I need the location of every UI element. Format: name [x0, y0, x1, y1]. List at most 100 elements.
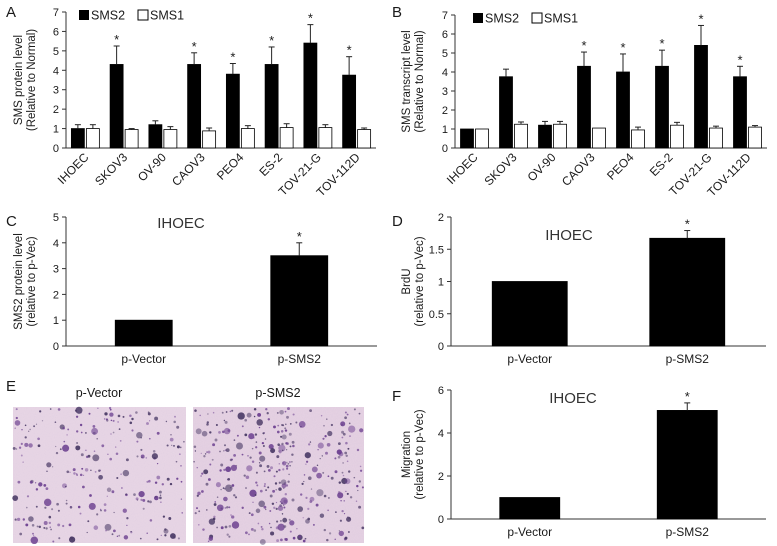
- chart-b-category-label: IHOEC: [444, 150, 481, 187]
- panel-letter-a: A: [6, 4, 16, 21]
- chart-a-y-axis-label-line: SMS protein level: [13, 35, 25, 125]
- chart-d-y-tick-label: 0.5: [429, 309, 444, 321]
- chart-a-y-tick-label: 4: [53, 65, 59, 77]
- chart-c-significance-mark: *: [297, 229, 302, 244]
- chart-a-category-label: PEO4: [214, 150, 247, 183]
- panel-letter-d: D: [392, 213, 403, 230]
- chart-b-y-tick-label: 6: [442, 29, 448, 41]
- chart-a-bar-sms1: [85, 128, 100, 149]
- legend-a-label-sms1: SMS1: [150, 9, 184, 23]
- chart-d-brdu: 0 0.5 1 1.5 2 BrdU(relative to p-Vec) IHOEC p-V…: [401, 212, 766, 366]
- chart-a-bar-sms2: [225, 73, 240, 149]
- chart-a-category-label: OV-90: [135, 150, 169, 184]
- chart-a-protein-levels: 0 1 2 3 4 5 6 7 SMS protein level(Relative to No…: [13, 7, 376, 199]
- chart-c-y-tick-label: 5: [53, 212, 59, 224]
- chart-a-y-tick-label: 2: [53, 104, 59, 116]
- chart-f-significance-mark: *: [685, 389, 690, 404]
- chart-a-bar-sms1: [357, 129, 372, 149]
- chart-a-bar-sms1: [318, 127, 333, 149]
- chart-b-bar-sms2: [694, 45, 708, 149]
- chart-a-category-label: SKOV3: [92, 150, 130, 188]
- panel-letter-f: F: [392, 388, 401, 405]
- chart-a-significance-mark: *: [308, 11, 313, 26]
- chart-b-y-tick-label: 1: [442, 124, 448, 136]
- chart-c-y-tick-label: 4: [53, 238, 59, 250]
- chart-a-significance-mark: *: [230, 49, 235, 64]
- panel-letter-c: C: [6, 213, 17, 230]
- chart-c-y-axis-label: SMS2 protein level(relative to p-Vec): [13, 233, 38, 330]
- chart-b-y-axis-label-line: (Relative to Normal): [414, 30, 426, 132]
- chart-c-bar: [114, 319, 173, 347]
- chart-a-y-tick-label: 1: [53, 124, 59, 136]
- chart-b-y-axis-label: SMS transcript level(Relative to Normal): [401, 30, 426, 132]
- chart-b-bar-sms1: [748, 126, 762, 149]
- legend-a-swatch-sms2: [79, 10, 89, 20]
- chart-d-title: IHOEC: [545, 227, 593, 244]
- panel-letter-e: E: [6, 378, 16, 395]
- chart-b-significance-mark: *: [659, 36, 664, 51]
- micrograph-p-sms2: p-SMS2: [193, 386, 365, 545]
- chart-c-y-axis-label-line: SMS2 protein level: [13, 233, 25, 330]
- chart-a-bar-sms2: [70, 128, 85, 149]
- chart-d-y-tick-label: 0: [438, 341, 444, 353]
- chart-f-title: IHOEC: [549, 390, 597, 407]
- chart-b-bar-sms2: [616, 71, 630, 149]
- chart-c-y-tick-label: 1: [53, 315, 59, 327]
- chart-b-bar-sms1: [553, 123, 567, 149]
- chart-d-bar: [491, 281, 568, 347]
- micrograph-label-p-sms2: p-SMS2: [255, 386, 300, 400]
- micrograph-p-vector: p-Vector: [12, 386, 186, 545]
- chart-b-bar-sms2: [655, 65, 669, 149]
- chart-a-bar-sms2: [187, 64, 202, 149]
- chart-b-category-label: ES-2: [647, 150, 676, 179]
- chart-d-y-tick-label: 2: [438, 212, 444, 224]
- chart-b-y-tick-label: 3: [442, 86, 448, 98]
- chart-c-bar: [270, 255, 329, 347]
- chart-d-category-label: p-Vector: [507, 352, 552, 366]
- chart-f-y-tick-label: 6: [438, 385, 444, 397]
- chart-a-significance-mark: *: [114, 32, 119, 47]
- legend-b-swatch-sms1: [531, 12, 543, 24]
- chart-a-bar-sms1: [163, 129, 178, 149]
- legend-a-label-sms2: SMS2: [91, 9, 125, 23]
- micrograph-cells-p-sms2: [193, 407, 365, 545]
- chart-b-category-label: SKOV3: [481, 150, 519, 188]
- chart-b-bar-sms2: [577, 65, 591, 149]
- chart-b-y-tick-label: 2: [442, 105, 448, 117]
- chart-d-y-tick-label: 1.5: [429, 244, 444, 256]
- chart-f-y-axis-label-line: (relative to p-Vec): [414, 409, 426, 499]
- chart-d-significance-mark: *: [685, 217, 690, 232]
- chart-d-bar: [649, 237, 726, 347]
- micrograph-label-p-vector: p-Vector: [76, 386, 123, 400]
- chart-b-bar-sms1: [514, 123, 528, 149]
- chart-f-y-axis-label: Migration(relative to p-Vec): [401, 409, 426, 499]
- chart-b-significance-mark: *: [698, 11, 703, 26]
- chart-c-category-label: p-SMS2: [278, 352, 322, 366]
- chart-a-bar-sms2: [264, 64, 279, 149]
- chart-d-y-tick-label: 1: [438, 277, 444, 289]
- chart-f-y-tick-label: 2: [438, 471, 444, 483]
- chart-a-y-tick-label: 3: [53, 85, 59, 97]
- chart-a-bar-sms1: [240, 128, 255, 149]
- chart-b-bar-sms1: [475, 128, 489, 149]
- chart-b-category-label: CAOV3: [559, 150, 598, 189]
- chart-b-significance-mark: *: [581, 38, 586, 53]
- chart-a-y-tick-label: 7: [53, 7, 59, 19]
- chart-f-migration: 0 2 4 6 Migration(relative to p-Vec) IHOEC p-V…: [401, 385, 766, 539]
- chart-f-y-tick-label: 4: [438, 428, 444, 440]
- chart-b-significance-mark: *: [620, 40, 625, 55]
- chart-a-significance-mark: *: [269, 33, 274, 48]
- chart-a-bar-sms1: [279, 127, 294, 149]
- legend-b-label-sms1: SMS1: [544, 12, 578, 26]
- chart-b-bar-sms2: [460, 128, 474, 149]
- chart-c-sms2-protein: 0 1 2 3 4 5 SMS2 protein level(relative to p-V…: [13, 212, 377, 366]
- chart-c-title: IHOEC: [157, 215, 205, 232]
- chart-b-y-tick-label: 5: [442, 48, 448, 60]
- chart-a-y-tick-label: 5: [53, 46, 59, 58]
- chart-c-y-axis-label-line: (relative to p-Vec): [26, 236, 38, 326]
- legend-b: SMS2 SMS1: [473, 12, 578, 26]
- chart-a-bar-sms1: [202, 130, 217, 149]
- chart-b-bar-sms2: [733, 76, 747, 149]
- chart-a-bar-sms2: [109, 64, 124, 149]
